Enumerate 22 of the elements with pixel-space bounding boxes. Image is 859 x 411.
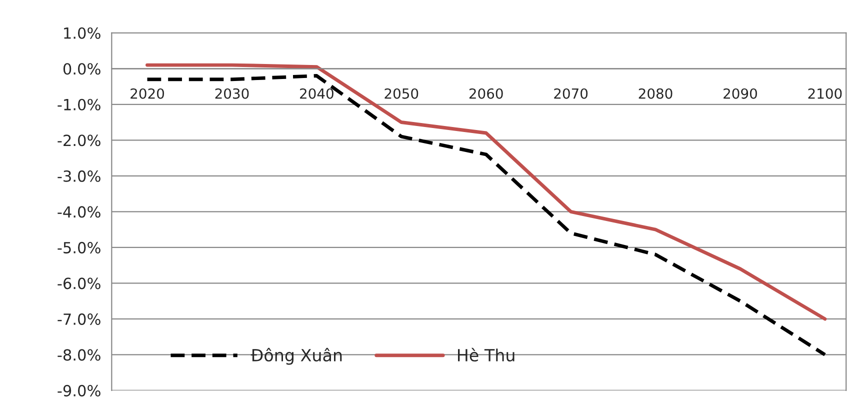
legend-label: Hè Thu xyxy=(458,348,514,362)
x-tick-label: 2030 xyxy=(215,88,249,99)
x-tick-label: 2040 xyxy=(300,88,334,99)
x-tick-label: 2020 xyxy=(130,88,164,99)
x-tick-label: 2050 xyxy=(384,88,418,99)
x-tick-label: 2090 xyxy=(724,88,757,99)
y-tick-label: -5.0% xyxy=(58,242,100,254)
y-tick-label: 1.0% xyxy=(64,27,100,39)
x-tick-label: 2070 xyxy=(554,88,588,99)
x-tick-label: 2060 xyxy=(469,88,503,99)
y-tick-label: 0.0% xyxy=(63,63,100,75)
y-tick-label: -2.0% xyxy=(58,134,100,146)
y-tick-label: -7.0% xyxy=(58,313,100,325)
y-tick-label: -1.0% xyxy=(58,98,100,110)
x-tick-label: 2100 xyxy=(808,88,842,99)
y-tick-label: -8.0% xyxy=(58,349,100,361)
x-tick-label: 2080 xyxy=(638,88,672,99)
legend-label: Đông Xuân xyxy=(250,348,342,365)
y-tick-label: -6.0% xyxy=(58,278,100,290)
y-tick-label: -9.0% xyxy=(58,384,100,396)
y-tick-label: -4.0% xyxy=(58,206,100,218)
y-tick-label: -3.0% xyxy=(58,170,100,182)
